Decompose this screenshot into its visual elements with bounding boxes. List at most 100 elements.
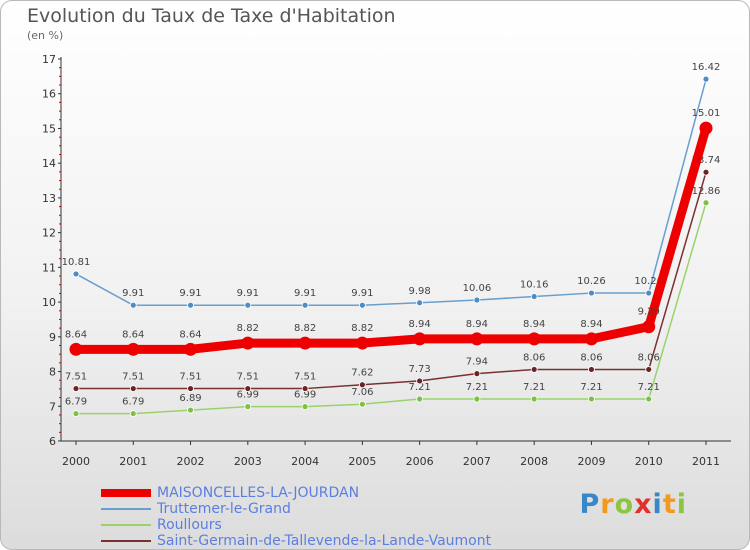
data-point: [527, 332, 541, 346]
y-tick-label: 7: [49, 400, 56, 413]
data-point: [473, 296, 481, 304]
data-label: 7.21: [523, 382, 545, 393]
data-point: [416, 377, 424, 385]
legend-item: Truttemer-le-Grand: [101, 501, 491, 517]
legend-label: Roullours: [157, 517, 222, 533]
data-point: [588, 395, 595, 403]
data-point: [184, 342, 198, 356]
y-tick-label: 13: [42, 192, 56, 205]
data-label: 7.51: [179, 372, 201, 383]
data-label: 9.91: [122, 288, 144, 299]
data-point: [530, 293, 538, 300]
data-label: 10.26: [634, 276, 663, 287]
data-label: 8.64: [179, 329, 201, 340]
x-tick-label: 2008: [520, 455, 548, 468]
data-point: [187, 301, 194, 309]
data-label: 9.29: [638, 307, 660, 318]
data-point: [298, 336, 312, 350]
data-label: 9.91: [294, 288, 316, 299]
data-point: [588, 366, 595, 373]
data-label: 8.94: [523, 319, 545, 330]
data-label: 8.06: [523, 352, 545, 363]
data-point: [358, 301, 366, 309]
logo-letter: P: [579, 489, 601, 520]
data-label: 8.06: [580, 352, 602, 363]
data-point: [355, 336, 369, 350]
data-point: [301, 385, 309, 392]
y-tick-label: 17: [42, 53, 56, 66]
x-tick-label: 2009: [577, 455, 605, 468]
data-label: 8.94: [409, 319, 431, 330]
proxiti-logo: Proxiti: [579, 489, 687, 520]
data-label: 8.82: [237, 323, 259, 334]
logo-letter: i: [652, 489, 663, 520]
data-label: 6.89: [179, 393, 201, 404]
y-tick-label: 12: [42, 227, 56, 240]
data-label: 7.51: [237, 372, 259, 383]
x-tick-label: 2005: [348, 455, 376, 468]
x-tick-label: 2001: [119, 455, 147, 468]
data-label: 8.82: [294, 323, 316, 334]
data-point: [473, 395, 481, 403]
data-point: [588, 289, 595, 297]
x-tick-label: 2006: [406, 455, 434, 468]
data-point: [241, 336, 255, 350]
data-point: [413, 332, 427, 346]
x-tick-label: 2007: [463, 455, 491, 468]
data-point: [702, 75, 710, 83]
x-tick-label: 2003: [234, 455, 262, 468]
logo-letter: i: [676, 489, 687, 520]
legend-swatch: [101, 524, 151, 526]
data-label: 6.99: [294, 390, 316, 401]
legend-label: MAISONCELLES-LA-JOURDAN: [157, 485, 360, 501]
data-label: 13.74: [692, 155, 721, 166]
data-point: [244, 403, 252, 411]
data-point: [244, 301, 252, 309]
legend-swatch: [101, 489, 151, 497]
data-label: 9.91: [237, 288, 259, 299]
x-tick-label: 2004: [291, 455, 319, 468]
series-line: [75, 78, 707, 306]
x-tick-label: 2002: [177, 455, 205, 468]
x-tick-label: 2011: [692, 455, 720, 468]
legend-label: Truttemer-le-Grand: [157, 501, 291, 517]
series-line: [76, 172, 707, 390]
data-point: [530, 395, 538, 403]
data-label: 9.98: [409, 286, 431, 297]
data-point: [301, 301, 309, 309]
data-point: [702, 199, 710, 207]
data-label: 16.42: [692, 62, 721, 73]
data-label: 7.21: [409, 382, 431, 393]
data-label: 8.06: [638, 352, 660, 363]
data-label: 6.79: [65, 397, 87, 408]
data-point: [470, 332, 484, 346]
data-label: 7.51: [294, 372, 316, 383]
data-label: 8.94: [580, 319, 602, 330]
data-label: 8.82: [351, 323, 373, 334]
data-point: [358, 381, 366, 389]
data-point: [72, 410, 80, 417]
data-point: [702, 168, 710, 176]
data-label: 10.26: [577, 276, 606, 287]
y-tick-label: 8: [49, 366, 56, 379]
logo-letter: x: [634, 489, 653, 520]
data-point: [645, 366, 653, 373]
y-tick-label: 16: [42, 88, 56, 101]
data-label: 7.62: [351, 368, 373, 379]
data-point: [69, 342, 83, 356]
data-point: [126, 342, 140, 356]
data-label: 7.21: [638, 382, 660, 393]
data-point: [72, 270, 80, 278]
data-point: [244, 385, 252, 392]
data-label: 7.51: [65, 372, 87, 383]
data-label: 7.21: [580, 382, 602, 393]
data-label: 6.99: [237, 390, 259, 401]
x-tick-label: 2000: [62, 455, 90, 468]
series-line: [76, 126, 711, 354]
data-point: [187, 385, 194, 392]
legend-item: Roullours: [101, 517, 491, 533]
data-label: 15.01: [692, 108, 721, 119]
data-point: [416, 299, 424, 307]
